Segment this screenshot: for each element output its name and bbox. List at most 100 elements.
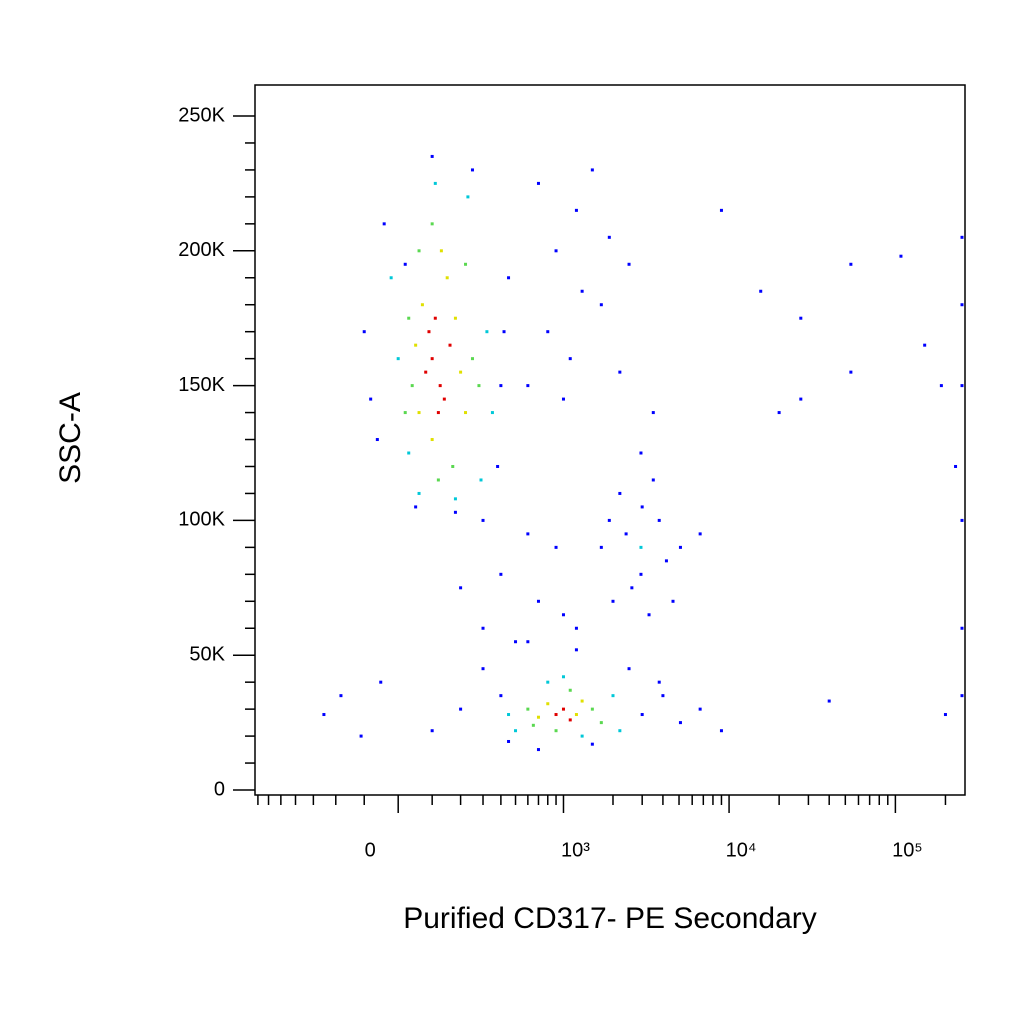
- data-point: [640, 713, 644, 717]
- data-point: [678, 545, 682, 549]
- data-point: [627, 667, 631, 671]
- data-point: [379, 680, 383, 684]
- data-point: [939, 384, 943, 388]
- data-point: [611, 599, 615, 603]
- data-point: [580, 734, 584, 738]
- data-point: [464, 262, 468, 266]
- data-point: [433, 316, 437, 320]
- data-point: [481, 518, 485, 522]
- data-point: [546, 680, 550, 684]
- data-point: [531, 723, 535, 727]
- data-point: [960, 626, 964, 630]
- data-point: [507, 276, 511, 280]
- data-point: [536, 748, 540, 752]
- data-point: [430, 729, 434, 733]
- data-point: [407, 451, 411, 455]
- data-point: [661, 694, 665, 698]
- data-point: [359, 734, 363, 738]
- data-point: [339, 694, 343, 698]
- data-point: [923, 343, 927, 347]
- data-point: [499, 572, 503, 576]
- data-point: [396, 357, 400, 361]
- data-point: [414, 343, 418, 347]
- data-point: [453, 497, 457, 501]
- data-point: [448, 343, 452, 347]
- data-point: [574, 626, 578, 630]
- data-point: [417, 411, 421, 415]
- data-point: [651, 411, 655, 415]
- data-point: [464, 411, 468, 415]
- data-point: [943, 713, 947, 717]
- data-point: [777, 411, 781, 415]
- data-point: [481, 667, 485, 671]
- x-tick-label: 10⁴: [726, 839, 757, 861]
- data-point: [526, 384, 530, 388]
- data-point: [536, 715, 540, 719]
- data-point: [382, 222, 386, 226]
- data-point: [719, 729, 723, 733]
- data-point: [960, 518, 964, 522]
- data-point: [627, 262, 631, 266]
- data-point: [453, 510, 457, 514]
- data-point: [568, 718, 572, 722]
- data-point: [466, 195, 470, 199]
- data-point: [599, 303, 603, 307]
- data-point: [459, 586, 463, 590]
- data-point: [849, 370, 853, 374]
- data-point: [470, 357, 474, 361]
- data-point: [430, 154, 434, 158]
- data-point: [410, 384, 414, 388]
- data-point: [536, 181, 540, 185]
- data-point: [719, 208, 723, 212]
- data-point: [417, 491, 421, 495]
- data-point: [414, 505, 418, 509]
- data-point: [640, 505, 644, 509]
- y-tick-label: 150K: [178, 374, 225, 396]
- data-point: [499, 384, 503, 388]
- data-point: [546, 330, 550, 334]
- data-point: [647, 613, 651, 617]
- data-point: [698, 707, 702, 711]
- y-tick-label: 100K: [178, 509, 225, 531]
- data-point: [611, 694, 615, 698]
- data-point: [607, 518, 611, 522]
- data-point: [389, 276, 393, 280]
- data-point: [369, 397, 373, 401]
- data-point: [436, 411, 440, 415]
- data-point: [546, 702, 550, 706]
- data-point: [554, 545, 558, 549]
- x-tick-label: 0: [365, 839, 376, 861]
- data-point: [502, 330, 506, 334]
- data-point: [639, 451, 643, 455]
- data-point: [698, 532, 702, 536]
- data-point: [618, 491, 622, 495]
- x-tick-label: 10³: [561, 839, 590, 861]
- data-point: [960, 694, 964, 698]
- data-point: [630, 586, 634, 590]
- data-point: [485, 330, 489, 334]
- data-point: [590, 168, 594, 172]
- data-point: [507, 713, 511, 717]
- data-point: [799, 397, 803, 401]
- data-point: [496, 464, 500, 468]
- data-point: [657, 680, 661, 684]
- data-point: [599, 721, 603, 725]
- x-axis-title: Purified CD317- PE Secondary: [403, 902, 817, 935]
- data-point: [507, 739, 511, 743]
- data-point: [624, 532, 628, 536]
- data-point: [427, 330, 431, 334]
- data-point: [599, 545, 603, 549]
- data-point: [759, 289, 763, 293]
- data-point: [433, 181, 437, 185]
- data-point: [561, 675, 565, 679]
- data-point: [618, 729, 622, 733]
- data-point: [453, 316, 457, 320]
- data-point: [430, 438, 434, 442]
- data-point: [827, 699, 831, 703]
- data-point: [590, 742, 594, 746]
- data-point: [430, 222, 434, 226]
- data-point: [590, 707, 594, 711]
- data-point: [574, 648, 578, 652]
- data-point: [479, 478, 483, 482]
- data-point: [459, 370, 463, 374]
